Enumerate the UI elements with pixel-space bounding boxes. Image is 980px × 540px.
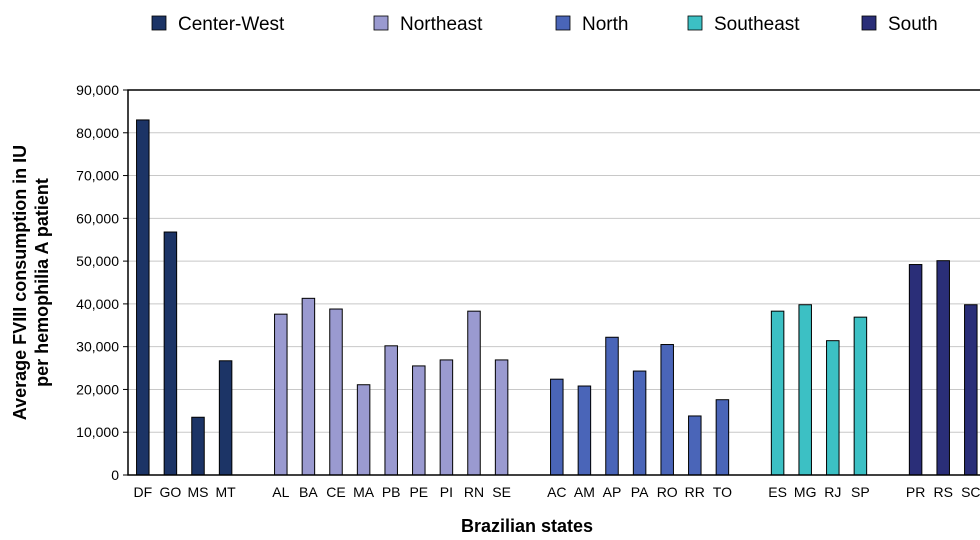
x-tick-label: RR (685, 484, 705, 500)
bar-rr (688, 415, 702, 476)
y-tick-label: 10,000 (76, 424, 119, 440)
x-tick-label: RJ (824, 484, 841, 500)
bar-al (274, 313, 288, 476)
y-tick-label: 0 (111, 467, 119, 483)
legend-swatch (373, 15, 389, 31)
y-axis-label-line-1: Average FVIII consumption in IU (10, 145, 30, 420)
x-tick-label: AM (574, 484, 595, 500)
x-tick-label: PB (382, 484, 401, 500)
bars (136, 119, 978, 476)
x-tick-label: TO (713, 484, 732, 500)
x-tick-label: RO (657, 484, 678, 500)
y-tick-label: 40,000 (76, 296, 119, 312)
x-tick-label: PI (440, 484, 453, 500)
legend-swatch (861, 15, 877, 31)
bar-es (770, 310, 785, 476)
x-tick-label: MG (794, 484, 817, 500)
x-tick-label: CE (326, 484, 345, 500)
legend-label: Southeast (714, 14, 800, 35)
y-axis-label-line-2: per hemophilia A patient (32, 178, 52, 387)
bar-pi (439, 359, 454, 476)
bar-go (163, 231, 178, 476)
bar-pr (908, 264, 923, 476)
bar-ro (660, 344, 674, 476)
y-tick-label: 20,000 (76, 381, 119, 397)
bar-ac (550, 378, 564, 476)
legend-label: North (582, 14, 628, 35)
bar-ce (329, 308, 343, 476)
bar-sp (853, 316, 868, 476)
x-tick-label: DF (133, 484, 152, 500)
legend-swatch (687, 15, 703, 31)
x-tick-label: PE (409, 484, 428, 500)
x-tick-label: GO (160, 484, 182, 500)
bar-ms (191, 416, 205, 476)
y-tick-label: 30,000 (76, 339, 119, 355)
x-tick-label: RS (933, 484, 952, 500)
x-axis-label: Brazilian states (461, 516, 593, 536)
x-tick-label: RN (464, 484, 484, 500)
bar-mt (218, 360, 233, 476)
x-tick-labels: DF GO MS MT AL BA CE MA PB PE PI RN SE AC AM AP PA RO RR TO… (133, 484, 980, 500)
bar-se (494, 359, 509, 476)
plot-frame (127, 89, 980, 476)
y-tick-label: 60,000 (76, 210, 119, 226)
x-tick-label: PA (631, 484, 649, 500)
legend-label: Center-West (178, 14, 285, 35)
bar-mg (798, 304, 812, 476)
x-tick-label: SP (851, 484, 870, 500)
y-tick-label: 50,000 (76, 253, 119, 269)
bar-to (715, 399, 730, 476)
bar-sc (964, 304, 978, 476)
y-tick-label: 90,000 (76, 82, 119, 98)
bar-rs (936, 260, 950, 476)
y-tick-labels: 0 10,000 20,000 30,000 40,000 50,000 60,000 70,… (76, 82, 128, 483)
x-tick-label: SC (961, 484, 980, 500)
legend-swatch (555, 15, 571, 31)
bar-rn (467, 310, 481, 476)
bar-am (577, 385, 592, 476)
x-tick-label: ES (768, 484, 787, 500)
x-tick-label: MA (353, 484, 375, 500)
x-tick-label: SE (492, 484, 511, 500)
x-tick-label: PR (906, 484, 925, 500)
bar-pb (384, 345, 398, 476)
bar-df (136, 119, 150, 476)
legend-swatch (151, 15, 167, 31)
x-tick-label: AC (547, 484, 566, 500)
legend-label: South (888, 14, 938, 35)
bar-ap (605, 336, 619, 476)
bar-pe (412, 365, 426, 476)
x-tick-label: AP (603, 484, 622, 500)
bar-pa (632, 370, 647, 476)
legend-label: Northeast (400, 14, 483, 35)
bar-ma (356, 384, 371, 476)
bar-ba (301, 297, 316, 476)
x-tick-label: BA (299, 484, 318, 500)
x-tick-label: MT (215, 484, 236, 500)
x-tick-label: MS (188, 484, 209, 500)
bar-rj (826, 340, 840, 476)
legend: Center-West Northeast North Southeast South (151, 14, 938, 35)
x-tick-label: AL (272, 484, 289, 500)
y-tick-label: 80,000 (76, 125, 119, 141)
y-tick-label: 70,000 (76, 168, 119, 184)
